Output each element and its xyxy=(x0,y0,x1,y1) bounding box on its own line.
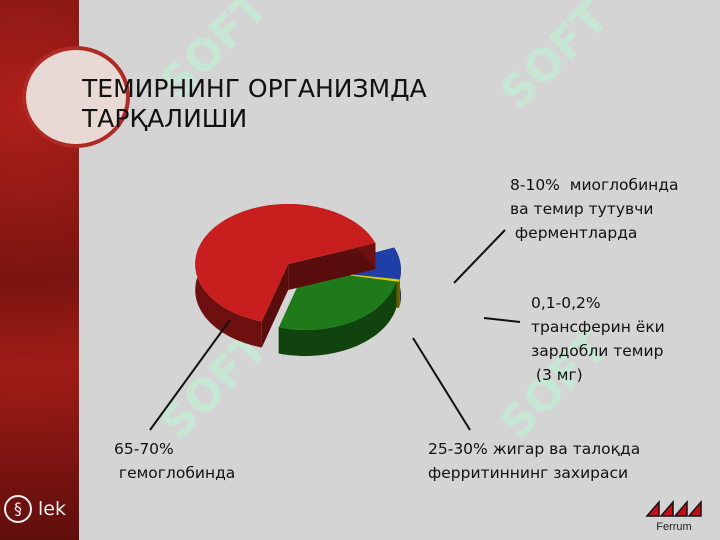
pie-slice-side xyxy=(278,281,397,356)
title-line-1: ТЕМИРНИНГ ОРГАНИЗМДА xyxy=(82,74,427,103)
pie-slice-wall xyxy=(261,264,289,348)
pointer-arrows xyxy=(149,229,521,431)
arrow-myoglobin xyxy=(453,229,506,284)
pie-slice xyxy=(195,204,376,348)
ferrum-logo: Ferrum xyxy=(645,498,703,533)
title-line-2: ТАРҚАЛИШИ xyxy=(82,104,248,133)
label-ferritin: 25-30% жигар ва талоқда ферритиннинг зах… xyxy=(428,440,641,482)
lek-logo-text: lek xyxy=(38,498,66,520)
arrow-hemoglobin xyxy=(149,319,231,431)
lek-logo-icon: § xyxy=(4,495,32,523)
arrow-transferrin xyxy=(483,317,521,323)
pie-slice-side xyxy=(399,279,400,308)
ferrum-logo-text: Ferrum xyxy=(656,521,692,533)
pie-slice-top xyxy=(195,204,376,322)
label-transferrin: 0,1-0,2% трансферин ёки зардобли темир (… xyxy=(531,294,665,384)
slide-title: ТЕМИРНИНГ ОРГАНИЗМДА ТАРҚАЛИШИ xyxy=(82,74,427,134)
ferrum-logo-icon xyxy=(645,499,702,517)
hands-photo xyxy=(22,46,130,148)
label-myoglobin: 8-10% миоглобинда ва темир тутувчи ферме… xyxy=(510,176,679,242)
label-hemoglobin: 65-70% гемоглобинда xyxy=(114,440,236,482)
pie-slice-wall xyxy=(288,243,376,290)
lek-logo: § lek xyxy=(4,495,66,523)
arrow-ferritin xyxy=(412,337,471,431)
